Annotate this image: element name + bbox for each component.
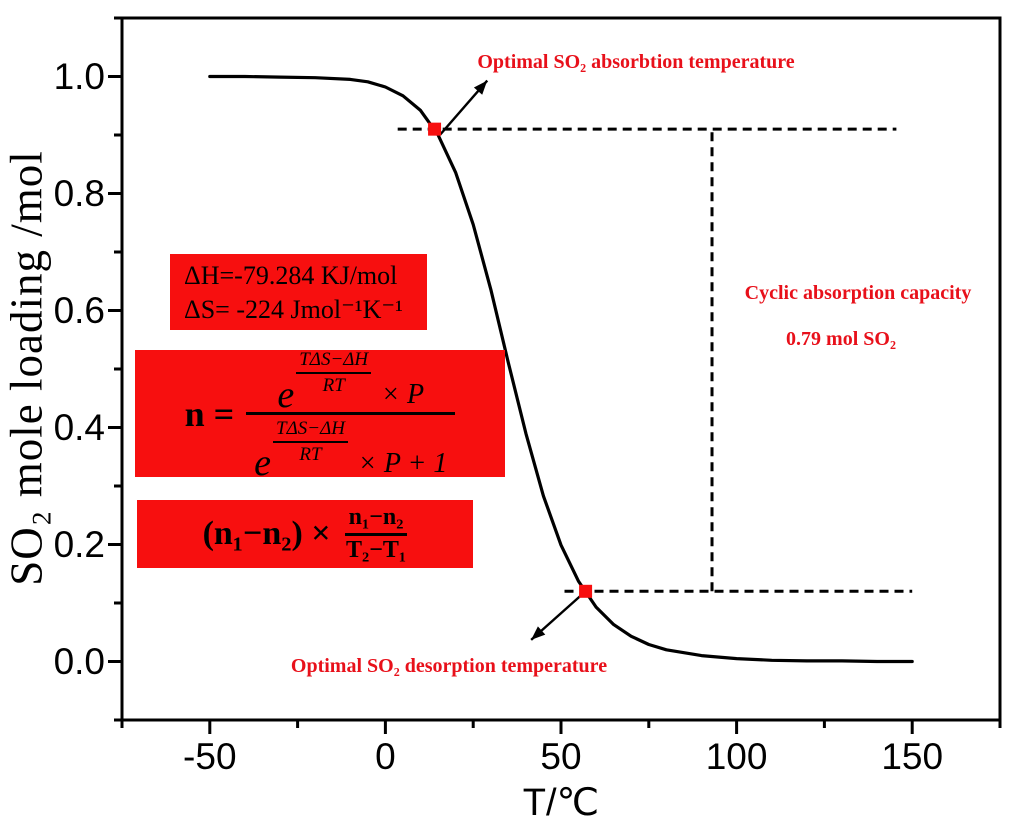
exp-base: e [277,373,295,416]
exponent-denominator: RT [299,443,322,465]
x-tick-label: 100 [705,736,768,777]
y-tick-label: 1.0 [53,55,105,97]
capacity-equation-fraction: n₁−n₂ T₂−T₁ [344,504,408,564]
desorption-arrow-head [531,626,546,640]
delta-s-value: ΔS= -224 Jmol⁻¹K⁻¹ [184,295,403,325]
delta-h-value: ΔH=-79.284 KJ/mol [184,261,398,290]
absorption-arrow-head [473,80,488,95]
x-axis-title: T/℃ [522,782,600,824]
thermo-parameters-box: ΔH=-79.284 KJ/mol ΔS= -224 Jmol⁻¹K⁻¹ [170,254,427,330]
y-axis-title: SO₂ mole loading /mol [1,150,52,586]
capacity-denominator: T₂−T₁ [346,536,407,563]
exp-base: e [254,442,272,485]
capacity-numerator: n₁−n₂ [344,504,408,536]
desorption-temperature-label: Optimal SO₂ desorption temperature [290,655,608,677]
x-tick-label: -50 [183,736,237,777]
capacity-equation-box: (n₁−n₂) × n₁−n₂ T₂−T₁ [137,500,473,568]
absorption-temperature-label: Optimal SO₂ absorbtion temperature [477,51,795,73]
cyclic-capacity-value: 0.79 mol SO₂ [786,328,896,350]
exponent-denominator: RT [322,375,345,397]
y-tick-label: 0.6 [53,289,105,331]
equation-denominator: e TΔS−ΔH RT × P + 1 [246,415,455,485]
numerator-tail: × P [381,378,425,410]
capacity-equation-lhs: (n₁−n₂) × [202,515,331,552]
y-tick-label: 0.4 [53,406,105,448]
y-tick-label: 0.8 [53,172,105,214]
equation-numerator: e TΔS−ΔH RT × P [246,349,456,416]
exponent-fraction: TΔS−ΔH RT [296,349,372,397]
x-tick-label: 0 [375,736,396,777]
exponent-numerator: TΔS−ΔH [273,418,348,443]
equation-fraction: e TΔS−ΔH RT × P e TΔS−ΔH RT × P + 1 [246,349,456,485]
optimal-desorption-point [579,584,593,598]
x-tick-label: 50 [540,736,582,777]
isotherm-curve [208,74,914,664]
x-tick-label: 150 [881,736,944,777]
exponent-numerator: TΔS−ΔH [296,349,372,375]
equation-lhs: n = [184,393,235,434]
y-tick-label: 0.0 [53,640,105,682]
denominator-tail: × P + 1 [357,447,448,479]
isotherm-equation-box: n = e TΔS−ΔH RT × P e TΔS−ΔH RT [135,349,505,485]
cyclic-capacity-label: Cyclic absorption capacity [744,282,972,304]
exponent-fraction: TΔS−ΔH RT [273,418,348,466]
y-tick-label: 0.2 [53,523,105,565]
optimal-absorption-point [428,122,442,136]
